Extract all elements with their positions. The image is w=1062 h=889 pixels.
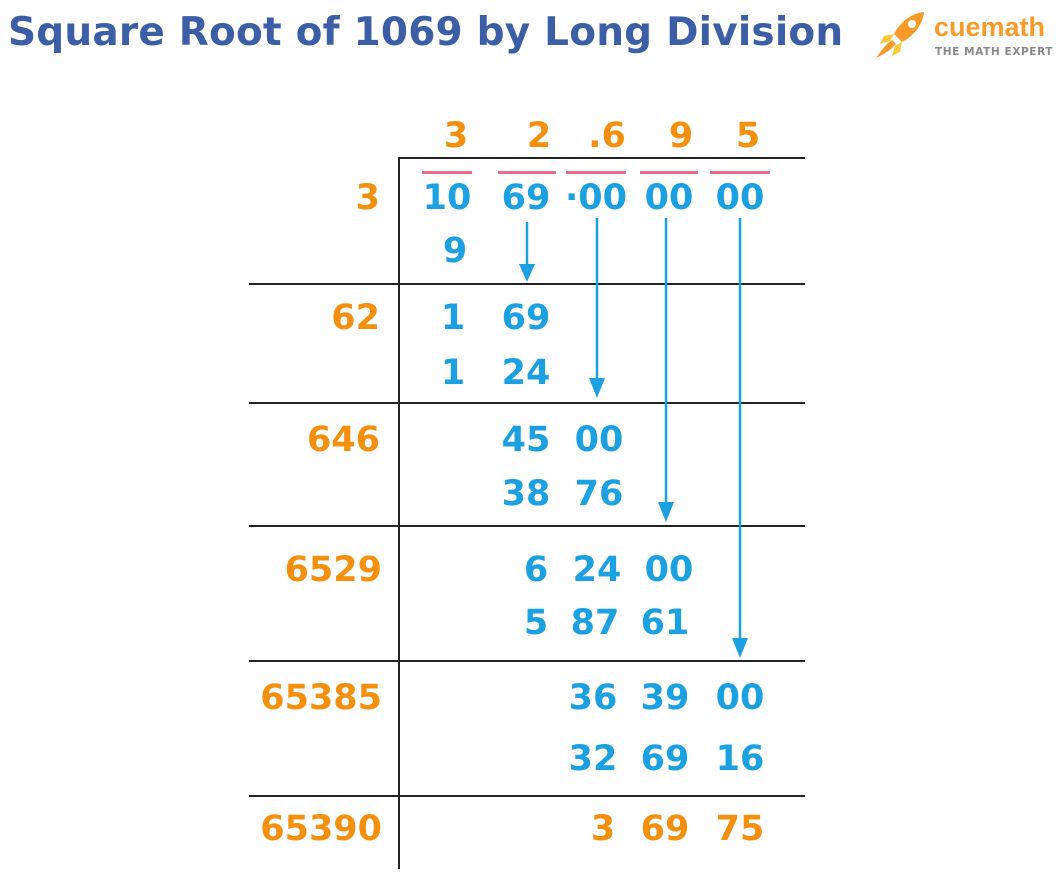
pair-bar-1 bbox=[422, 171, 472, 174]
step-2-remainder-1: 1 bbox=[440, 298, 466, 338]
step-divider-4 bbox=[249, 660, 805, 662]
step-4-remainder-1: 6 bbox=[523, 550, 549, 590]
divisor-4: 6529 bbox=[284, 550, 382, 590]
divisor-3: 646 bbox=[306, 420, 380, 460]
step-4-subtract-2: 87 bbox=[570, 603, 620, 643]
step-3-remainder-2: 00 bbox=[574, 420, 624, 460]
arrow-head-00-third bbox=[732, 638, 748, 658]
step-divider-5 bbox=[249, 795, 805, 797]
final-remainder-3: 75 bbox=[715, 809, 765, 849]
step-4-remainder-3: 00 bbox=[644, 550, 694, 590]
final-remainder-2: 69 bbox=[640, 809, 690, 849]
division-bracket-top bbox=[398, 157, 805, 159]
quotient-digit-1: 3 bbox=[443, 116, 469, 156]
page-title: Square Root of 1069 by Long Division bbox=[8, 10, 844, 55]
quotient-digit-5: 5 bbox=[735, 116, 761, 156]
divisor-6: 65390 bbox=[260, 809, 382, 849]
cuemath-logo: cuemath THE MATH EXPERT bbox=[872, 12, 1052, 64]
quotient-digit-3: .6 bbox=[588, 116, 626, 156]
pair-bar-4 bbox=[640, 171, 698, 174]
step-2-subtract-2: 24 bbox=[501, 353, 551, 393]
final-remainder-1: 3 bbox=[590, 809, 616, 849]
step-5-remainder-3: 00 bbox=[715, 678, 765, 718]
step-5-remainder-2: 39 bbox=[640, 678, 690, 718]
step-5-remainder-1: 36 bbox=[568, 678, 618, 718]
step-4-subtract-3: 61 bbox=[640, 603, 690, 643]
arrow-head-00-second bbox=[658, 502, 674, 522]
rocket-icon bbox=[876, 12, 924, 58]
logo-wordmark: cuemath bbox=[934, 12, 1046, 42]
step-1-subtract-1: 9 bbox=[442, 231, 468, 271]
pair-bar-2 bbox=[498, 171, 556, 174]
dividend-pair-3: ·00 bbox=[564, 178, 628, 218]
divisor-1: 3 bbox=[355, 178, 380, 218]
dividend-pair-4: 00 bbox=[644, 178, 694, 218]
quotient-digit-2: 2 bbox=[526, 116, 552, 156]
step-2-subtract-1: 1 bbox=[440, 353, 466, 393]
step-5-subtract-3: 16 bbox=[715, 739, 765, 779]
step-5-subtract-1: 32 bbox=[568, 739, 618, 779]
dividend-pair-1: 10 bbox=[422, 178, 472, 218]
pair-bar-5 bbox=[710, 171, 770, 174]
step-3-subtract-2: 76 bbox=[574, 474, 624, 514]
arrow-head-69 bbox=[519, 264, 535, 282]
logo-tagline: THE MATH EXPERT bbox=[935, 46, 1054, 58]
step-3-subtract-1: 38 bbox=[501, 474, 551, 514]
step-4-subtract-1: 5 bbox=[523, 603, 549, 643]
pair-bar-3 bbox=[566, 171, 626, 174]
step-3-remainder-1: 45 bbox=[501, 420, 551, 460]
divisor-5: 65385 bbox=[260, 678, 382, 718]
divisor-2: 62 bbox=[331, 298, 380, 338]
arrow-head-00-first bbox=[589, 378, 605, 398]
step-divider-3 bbox=[249, 525, 805, 527]
dividend-pair-2: 69 bbox=[501, 178, 551, 218]
step-4-remainder-2: 24 bbox=[572, 550, 622, 590]
quotient-digit-4: 9 bbox=[668, 116, 694, 156]
division-bracket-vertical bbox=[398, 157, 400, 869]
step-2-remainder-2: 69 bbox=[501, 298, 551, 338]
step-5-subtract-2: 69 bbox=[640, 739, 690, 779]
step-divider-1 bbox=[249, 283, 805, 285]
step-divider-2 bbox=[249, 402, 805, 404]
dividend-pair-5: 00 bbox=[715, 178, 765, 218]
